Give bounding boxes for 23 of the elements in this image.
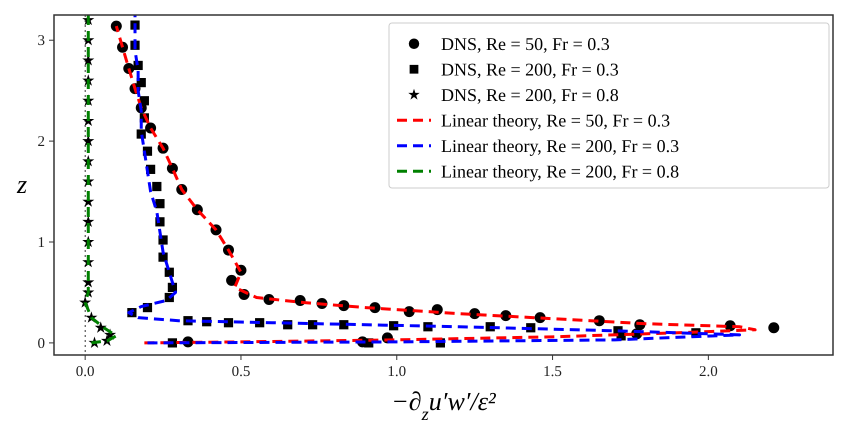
y-tick-label: 0 — [38, 336, 45, 352]
legend-label: Linear theory, Re = 50, Fr = 0.3 — [441, 110, 670, 130]
point — [155, 199, 165, 208]
legend-label: DNS, Re = 200, Fr = 0.3 — [441, 59, 619, 80]
y-tick-label: 1 — [38, 235, 45, 252]
point — [768, 322, 780, 334]
x-tick-label: 1.0 — [387, 364, 406, 380]
legend-label: DNS, Re = 50, Fr = 0.3 — [441, 34, 610, 54]
x-tick-label: 0.0 — [76, 364, 95, 380]
point — [136, 78, 146, 88]
y-tick-label: 3 — [38, 33, 45, 50]
legend-label: DNS, Re = 200, Fr = 0.8 — [441, 84, 619, 105]
x-tick-label: 1.5 — [543, 364, 562, 380]
x-tick-label: 2.0 — [698, 364, 718, 380]
point — [226, 274, 238, 286]
y-tick-label: 2 — [38, 134, 45, 150]
x-axis-title: −∂$_{z}$u′w′/ε² — [391, 387, 497, 424]
point — [152, 182, 162, 192]
legend-label: Linear theory, Re = 200, Fr = 0.3 — [441, 136, 680, 156]
point — [94, 321, 107, 333]
legend-label: Linear theory, Re = 200, Fr = 0.8 — [441, 161, 680, 182]
y-axis-title: z — [16, 170, 28, 199]
x-tick-label: 0.5 — [232, 364, 250, 380]
